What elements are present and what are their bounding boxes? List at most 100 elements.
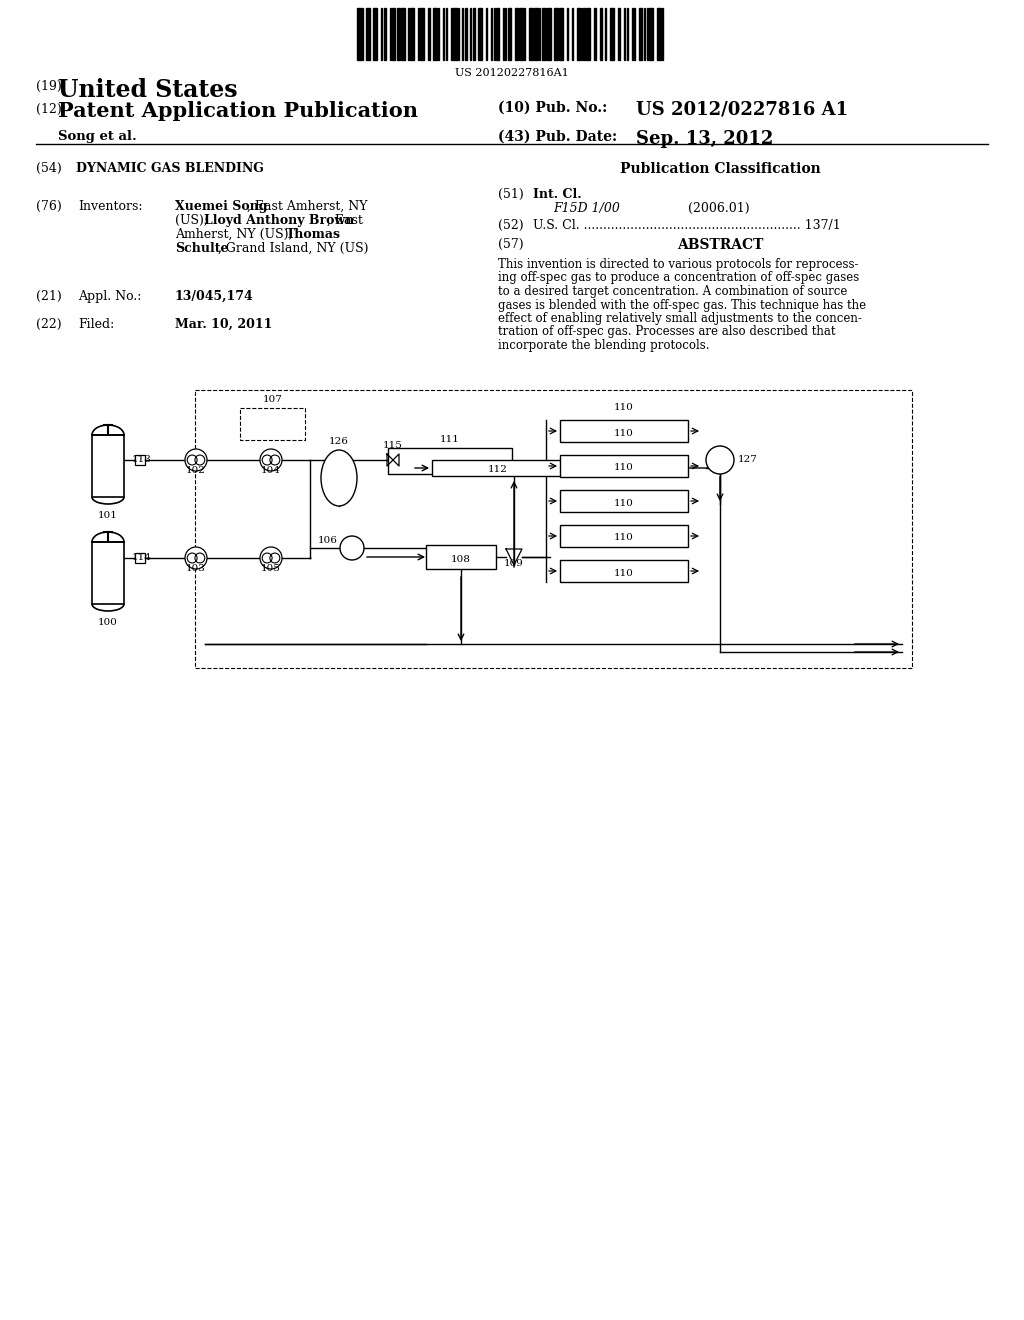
Bar (92, 543, 124, 605)
Text: Patent Application Publication: Patent Application Publication (58, 102, 418, 121)
Bar (560, 525, 688, 546)
Text: ing off-spec gas to produce a concentration of off-spec gases: ing off-spec gas to produce a concentrat… (498, 272, 859, 285)
Text: Schulte: Schulte (175, 242, 228, 255)
Bar (644, 8, 645, 59)
Bar (357, 8, 360, 59)
Text: 127: 127 (738, 455, 758, 465)
Text: United States: United States (58, 78, 238, 102)
Bar (529, 8, 532, 59)
Bar (390, 8, 391, 59)
Text: Amherst, NY (US);: Amherst, NY (US); (175, 228, 297, 242)
Bar (542, 8, 546, 59)
Text: ABSTRACT: ABSTRACT (677, 238, 763, 252)
Text: 110: 110 (614, 569, 634, 578)
Text: effect of enabling relatively small adjustments to the concen-: effect of enabling relatively small adju… (498, 312, 862, 325)
Text: (12): (12) (36, 103, 61, 116)
Bar (438, 8, 439, 59)
Bar (433, 8, 436, 59)
Bar (503, 8, 504, 59)
Bar (451, 8, 452, 59)
Text: 107: 107 (262, 395, 283, 404)
Bar (473, 8, 475, 59)
Text: tration of off-spec gas. Processes are also described that: tration of off-spec gas. Processes are a… (498, 326, 836, 338)
Bar (515, 8, 518, 59)
Bar (505, 8, 506, 59)
Bar (384, 8, 386, 59)
Text: 103: 103 (186, 564, 206, 573)
Text: 104: 104 (261, 466, 281, 475)
Text: 126: 126 (329, 437, 349, 446)
Text: incorporate the blending protocols.: incorporate the blending protocols. (498, 339, 710, 352)
Bar (662, 8, 664, 59)
Text: 110: 110 (614, 403, 634, 412)
Bar (586, 8, 590, 59)
Bar (397, 8, 400, 59)
Circle shape (706, 446, 734, 474)
Bar (594, 8, 596, 59)
Text: Thomas: Thomas (286, 228, 341, 242)
Text: Mar. 10, 2011: Mar. 10, 2011 (175, 318, 272, 331)
Circle shape (340, 536, 364, 560)
Ellipse shape (321, 450, 357, 506)
Text: Sep. 13, 2012: Sep. 13, 2012 (636, 129, 773, 148)
Bar (420, 8, 424, 59)
Bar (627, 8, 628, 59)
Bar (624, 8, 626, 59)
Bar (381, 8, 382, 59)
Text: U.S. Cl. ........................................................ 137/1: U.S. Cl. ...............................… (534, 219, 841, 232)
Bar (559, 8, 563, 59)
Bar (411, 8, 414, 59)
Text: 13/045,174: 13/045,174 (175, 290, 254, 304)
Text: Appl. No.:: Appl. No.: (78, 290, 141, 304)
Text: 114: 114 (132, 553, 152, 562)
Bar (418, 8, 419, 59)
Text: (54): (54) (36, 162, 61, 176)
Text: 108: 108 (451, 554, 471, 564)
Text: to a desired target concentration. A combination of source: to a desired target concentration. A com… (498, 285, 848, 298)
Bar (578, 8, 580, 59)
Bar (560, 560, 688, 582)
Bar (494, 8, 495, 59)
Bar (366, 8, 370, 59)
Text: (19): (19) (36, 81, 61, 92)
Bar (634, 8, 635, 59)
Text: , Grand Island, NY (US): , Grand Island, NY (US) (218, 242, 369, 255)
Text: (21): (21) (36, 290, 61, 304)
Bar (374, 8, 377, 59)
Text: 110: 110 (614, 429, 634, 437)
Bar (554, 8, 558, 59)
Bar (560, 455, 688, 477)
Bar (508, 8, 511, 59)
Bar (584, 8, 585, 59)
Bar (462, 8, 463, 59)
Text: 115: 115 (383, 441, 402, 450)
Bar (432, 459, 564, 477)
Text: 110: 110 (614, 533, 634, 543)
Text: (43) Pub. Date:: (43) Pub. Date: (498, 129, 617, 144)
Text: (22): (22) (36, 318, 61, 331)
Bar (600, 8, 602, 59)
Text: DYNAMIC GAS BLENDING: DYNAMIC GAS BLENDING (76, 162, 264, 176)
Bar (617, 8, 621, 59)
Text: (57): (57) (498, 238, 523, 251)
Bar (454, 8, 457, 59)
Bar (408, 8, 409, 59)
Text: (52): (52) (498, 219, 523, 232)
Bar (92, 436, 124, 498)
Bar (632, 8, 633, 59)
Text: Xuemei Song: Xuemei Song (175, 201, 267, 213)
Text: Filed:: Filed: (78, 318, 115, 331)
Bar (647, 8, 648, 59)
Text: This invention is directed to various protocols for reprocess-: This invention is directed to various pr… (498, 257, 858, 271)
Text: (76): (76) (36, 201, 61, 213)
Bar (388, 447, 512, 474)
Text: Lloyd Anthony Brown: Lloyd Anthony Brown (204, 214, 354, 227)
Text: Inventors:: Inventors: (78, 201, 142, 213)
Bar (639, 8, 642, 59)
Bar (428, 8, 430, 59)
Text: 102: 102 (186, 466, 206, 475)
Text: F15D 1/00: F15D 1/00 (553, 202, 620, 215)
Text: (US);: (US); (175, 214, 212, 227)
Circle shape (185, 449, 207, 471)
Text: 113: 113 (132, 455, 152, 465)
